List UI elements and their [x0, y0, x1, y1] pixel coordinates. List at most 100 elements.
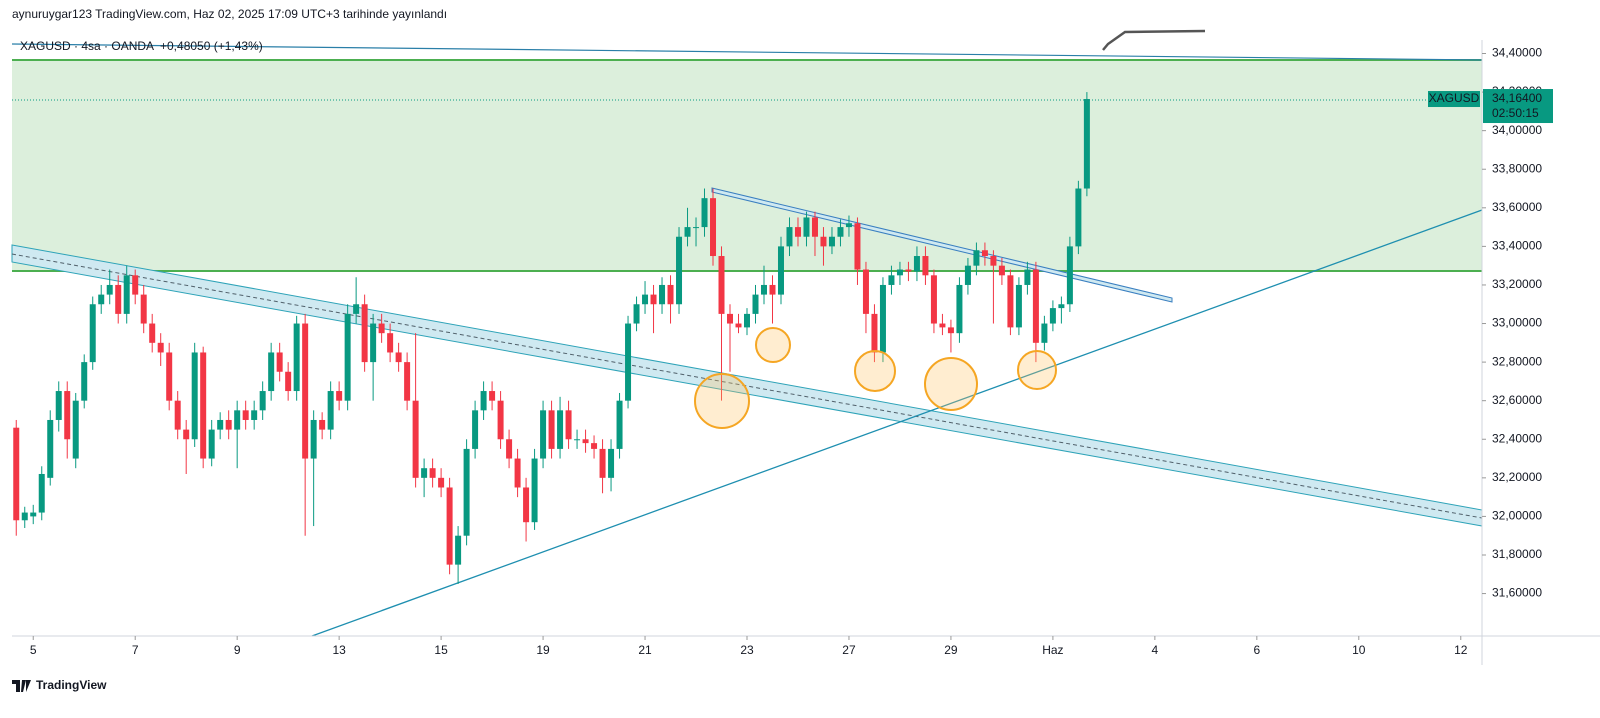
brand: TradingView [12, 678, 107, 692]
candle-body [463, 448, 470, 536]
highlight [694, 373, 750, 429]
candle-body [531, 458, 538, 523]
candle-body [387, 333, 394, 353]
y-tick-label: 32,80000 [1492, 354, 1542, 368]
candle-body [438, 477, 445, 488]
candle-body [557, 410, 564, 449]
candle-body [506, 439, 513, 459]
candle-body [429, 468, 436, 478]
highlights [694, 327, 1057, 429]
highlight [755, 327, 791, 363]
brand-logo [12, 680, 31, 692]
candle-body [1083, 99, 1090, 189]
countdown: 02:50:15 [1492, 106, 1539, 120]
candle-body [81, 362, 88, 401]
rising-trendline [311, 209, 1483, 637]
y-tick-label: 33,20000 [1492, 277, 1542, 291]
price-tag: 34,16400 [1492, 91, 1542, 105]
candle-body [896, 269, 903, 276]
x-tick-label: 10 [1352, 643, 1366, 657]
candle-body [395, 352, 402, 363]
candle-body [242, 410, 249, 420]
candle-body [55, 391, 62, 420]
y-tick-label: 32,20000 [1492, 470, 1542, 484]
triangle-line [711, 187, 1173, 303]
candle-body [319, 419, 326, 430]
candle-body [659, 284, 666, 305]
candle-body [1066, 246, 1073, 305]
candle-body [489, 391, 496, 401]
candle-body [837, 227, 844, 237]
candle-body [701, 198, 708, 228]
x-tick-label: 9 [234, 643, 241, 657]
candle-body [642, 294, 649, 305]
candle-body [854, 223, 861, 270]
candle-body [676, 236, 683, 305]
candle-body [38, 473, 45, 513]
x-tick-label: 12 [1454, 643, 1468, 657]
resistance-zone [12, 60, 1482, 271]
candle-body [370, 323, 377, 363]
candle-body [174, 400, 181, 430]
candle-body [497, 400, 504, 440]
candle-body [64, 391, 71, 440]
candle-body [599, 448, 606, 478]
candle-body [259, 391, 266, 411]
candle-body [616, 400, 623, 449]
candle-body [523, 487, 530, 523]
candle-body [47, 419, 54, 478]
candle-body [964, 265, 971, 285]
candle-body [1015, 284, 1022, 328]
candle-body [149, 323, 156, 343]
change: +0,48050 (+1,43%) [160, 39, 263, 53]
candle-body [1058, 304, 1065, 309]
candle-body [285, 371, 292, 392]
channel-mid [11, 253, 1483, 519]
candle-body [1075, 188, 1082, 247]
y-tick-label: 32,00000 [1492, 509, 1542, 523]
x-tick-label: 27 [842, 643, 856, 657]
pen-mark [1102, 29, 1206, 51]
candle-body [234, 410, 241, 430]
x-tick-label: 21 [638, 643, 652, 657]
y-tick-label: 34,00000 [1492, 123, 1542, 137]
x-tick-label: Haz [1042, 643, 1063, 657]
candle-body [990, 256, 997, 266]
candle-body [183, 429, 190, 440]
candle-body [268, 352, 275, 392]
candle-body [200, 352, 207, 459]
candle-body [166, 352, 173, 401]
candle-body [1024, 269, 1031, 285]
candle-body [693, 227, 700, 229]
last-price-tag: XAGUSD 34,16400 02:50:15 [1428, 89, 1553, 124]
highlight [924, 357, 978, 411]
candle-body [735, 323, 742, 328]
candle-body [939, 323, 946, 328]
candle-body [132, 275, 139, 295]
candle-body [378, 323, 385, 334]
y-tick-label: 33,00000 [1492, 316, 1542, 330]
candles [13, 92, 1090, 584]
y-tick-label: 31,60000 [1492, 586, 1542, 600]
y-tick-label: 32,40000 [1492, 431, 1542, 445]
candle-body [157, 342, 164, 353]
candle-body [89, 304, 96, 363]
candle-body [540, 410, 547, 459]
candle-body [667, 284, 674, 305]
candle-body [684, 227, 691, 237]
candle-body [225, 419, 232, 430]
candle-body [608, 448, 615, 478]
y-tick-label: 33,40000 [1492, 239, 1542, 253]
candle-body [998, 265, 1005, 276]
candle-body [710, 198, 717, 257]
candle-body [930, 275, 937, 324]
candle-body [811, 217, 818, 237]
candle-body [217, 419, 224, 430]
candle-body [208, 429, 215, 459]
candle-body [769, 284, 776, 295]
y-tick-label: 33,60000 [1492, 200, 1542, 214]
candle-body [251, 410, 258, 420]
x-tick-label: 4 [1152, 643, 1159, 657]
candle-body [820, 236, 827, 247]
